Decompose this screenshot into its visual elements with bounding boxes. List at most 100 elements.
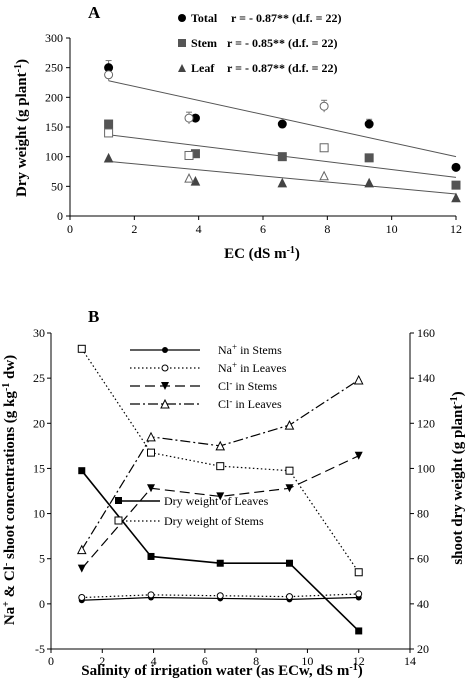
left-tick-label: 0	[39, 597, 45, 611]
legend-item-na-stems: Na+ in Stems	[130, 342, 282, 357]
legend-stat-total: r = - 0.87** (d.f. = 22)	[231, 11, 341, 25]
legend-marker-leaf	[178, 64, 186, 72]
legend-label-stem: Stem	[191, 36, 217, 50]
fit-line-total	[108, 80, 457, 158]
series-5-point	[216, 462, 225, 471]
panel-b-legend-bottom: Dry weight of Leaves Dry weight of Stems	[114, 494, 269, 528]
legend-label-total: Total	[191, 11, 218, 25]
left-tick-label: 25	[33, 371, 45, 385]
legend-marker-na-leaves	[161, 364, 169, 372]
point-total-filled	[364, 119, 374, 129]
point-stem-open	[104, 128, 114, 138]
series-5-point	[285, 466, 294, 475]
legend-item-cl-stems: Cl- in Stems	[130, 378, 277, 393]
series-2-point	[216, 492, 225, 501]
x-tick-label: 8	[253, 654, 259, 668]
panel-b-left-axis-title: Na+ & Cl- shoot concentrations (g kg-1 d…	[1, 355, 18, 625]
series-2-point	[147, 484, 156, 493]
point-leaf-filled	[364, 177, 374, 188]
panel-a-points	[103, 63, 461, 203]
left-tick-label: 20	[33, 416, 45, 430]
legend-marker-stem	[178, 39, 186, 47]
x-tick-label: 12	[353, 654, 365, 668]
y-tick-label: 250	[45, 61, 63, 75]
point-stem-filled	[451, 180, 461, 190]
panel-a-y-ticks: 0 50 100 150 200 250 300	[45, 31, 70, 223]
left-tick-label: 5	[39, 552, 45, 566]
series-4-point	[147, 552, 155, 560]
series-3-point	[76, 544, 87, 555]
point-stem-filled	[277, 152, 287, 162]
legend-label-dw-stems: Dry weight of Stems	[164, 514, 264, 528]
panel-b-label: B	[88, 307, 99, 326]
point-stem-filled	[364, 153, 374, 163]
y-tick-label: 200	[45, 90, 63, 104]
point-leaf-open	[184, 173, 194, 183]
series-4-point	[355, 627, 363, 635]
fit-line-leaf	[108, 160, 457, 195]
point-total-open	[184, 113, 194, 123]
series-3-point	[284, 419, 295, 430]
legend-label-leaf: Leaf	[191, 61, 215, 75]
left-tick-label: -5	[35, 642, 45, 656]
series-1-point	[216, 592, 224, 600]
x-tick-label: 6	[202, 654, 208, 668]
legend-stat-leaf: r = - 0.87** (d.f. = 22)	[227, 61, 337, 75]
x-tick-label: 0	[48, 654, 54, 668]
series-4-point	[78, 467, 86, 475]
right-tick-label: 40	[417, 597, 429, 611]
series-3-point	[353, 374, 364, 385]
panel-b-x-axis-title: Salinity of irrigation water (as ECw, dS…	[81, 662, 362, 679]
point-leaf-filled	[277, 177, 288, 188]
panel-b-x-ticks: 0 2 4 6 8 10 12 14	[48, 649, 416, 668]
panel-b-right-ticks: 20 40 60 80 100 120 140 160	[410, 326, 435, 656]
x-tick-label: 10	[301, 654, 313, 668]
point-stem-filled	[104, 119, 114, 129]
series-2-point	[77, 564, 86, 573]
panel-b-legend-top: Na+ in Stems Na+ in Leaves Cl- in Stems …	[130, 342, 287, 411]
legend-label-cl-leaves: Cl- in Leaves	[218, 396, 282, 411]
right-tick-label: 20	[417, 642, 429, 656]
point-leaf-filled	[451, 192, 461, 203]
panel-a-fit-lines	[108, 80, 457, 195]
panel-a-legend: Total r = - 0.87** (d.f. = 22) Stem r = …	[178, 11, 341, 75]
legend-label-cl-stems: Cl- in Stems	[218, 378, 277, 393]
legend-item-leaf: Leaf r = - 0.87** (d.f. = 22)	[178, 61, 337, 75]
series-1-point	[285, 593, 293, 601]
panel-b-right-axis-title: shoot dry weight (g plant-1)	[449, 391, 466, 564]
right-tick-label: 100	[417, 461, 435, 475]
x-tick-label: 0	[67, 222, 73, 236]
y-tick-label: 0	[57, 209, 63, 223]
x-tick-label: 4	[196, 222, 202, 236]
left-tick-label: 15	[33, 461, 45, 475]
y-tick-label: 150	[45, 120, 63, 134]
legend-label-dw-leaves: Dry weight of Leaves	[164, 494, 269, 508]
y-tick-label: 300	[45, 31, 63, 45]
x-tick-label: 4	[151, 654, 157, 668]
right-tick-label: 140	[417, 371, 435, 385]
legend-stat-stem: r = - 0.85** (d.f. = 22)	[227, 36, 337, 50]
legend-marker-total	[178, 14, 186, 22]
point-total-open	[104, 70, 114, 80]
series-5-point	[77, 344, 86, 353]
x-tick-label: 12	[450, 222, 462, 236]
series-5-point	[354, 568, 363, 577]
series-4-point	[285, 559, 293, 567]
legend-item-total: Total r = - 0.87** (d.f. = 22)	[178, 11, 341, 25]
point-total-filled	[451, 162, 461, 172]
point-total-filled	[277, 119, 287, 129]
series-2-point	[285, 484, 294, 493]
panel-a-x-ticks: 0 2 4 6 8 10 12	[67, 216, 462, 236]
right-tick-label: 80	[417, 507, 429, 521]
panel-a: A 0 2 4 6 8 10 12 0 50 100 150 200 250 300 EC (dS m-…	[13, 3, 462, 262]
legend-item-dw-stems: Dry weight of Stems	[114, 514, 264, 528]
legend-label-na-leaves: Na+ in Leaves	[218, 360, 287, 375]
point-leaf-filled	[103, 152, 114, 163]
point-total-open	[319, 101, 329, 111]
series-2-point	[354, 451, 363, 460]
legend-item-cl-leaves: Cl- in Leaves	[130, 396, 282, 411]
series-2-line	[81, 455, 359, 570]
legend-item-dw-leaves: Dry weight of Leaves	[115, 494, 269, 508]
